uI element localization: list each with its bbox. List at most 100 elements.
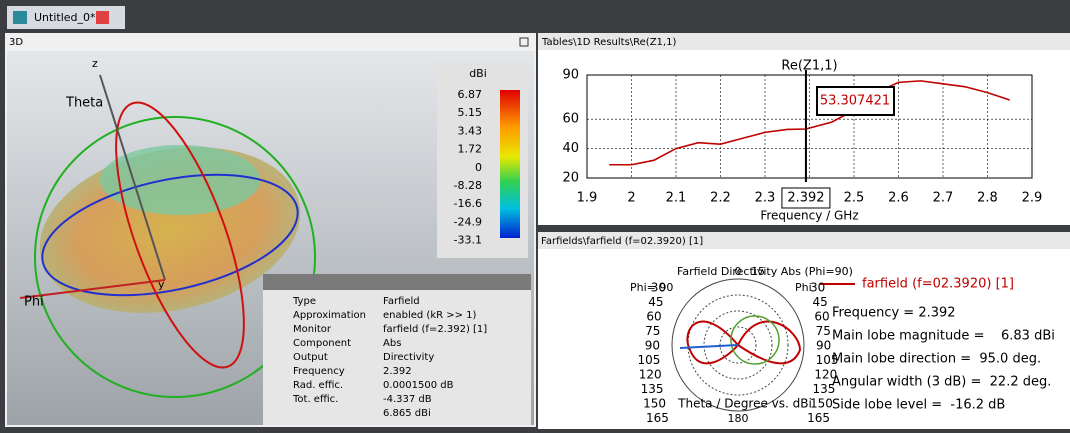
angle-label: 30 (810, 281, 825, 295)
plot-title: Farfield Directivity Abs (Phi=90) (677, 265, 853, 278)
panel-header (538, 232, 1070, 249)
stat-line: Side lobe level = -16.2 dB (832, 398, 1005, 413)
info-value: 2.392 (383, 366, 412, 377)
info-value: Abs (383, 338, 401, 349)
info-key: Component (293, 338, 351, 349)
angle-label: 30 (651, 281, 666, 295)
panel-header (538, 33, 1070, 50)
angle-label: 165 (807, 411, 830, 425)
x-tick-label: 1.9 (577, 191, 598, 206)
info-key: Output (293, 352, 328, 363)
angle-label: 75 (645, 324, 660, 338)
stat-line: Main lobe direction = 95.0 deg. (832, 352, 1041, 367)
x-tick-label: 2 (627, 191, 635, 206)
x-tick-label: 2.2 (710, 191, 731, 206)
colorbar (500, 90, 520, 238)
x-tick-label: 2.7 (933, 191, 954, 206)
axis-label: y (158, 278, 165, 291)
angle-label: 60 (814, 310, 829, 324)
marker-box (816, 86, 895, 116)
colorbar-unit: dBi (469, 67, 487, 80)
axis-label: Phi (24, 295, 44, 310)
plot-frame (586, 74, 1033, 179)
colorbar-label: 0 (475, 161, 482, 174)
angle-label: 135 (641, 382, 664, 396)
legend-text: farfield (f=02.3920) [1] (862, 277, 1014, 292)
angle-label: 45 (812, 295, 827, 309)
circle-phi (34, 116, 316, 398)
maximize[interactable] (519, 37, 529, 47)
phi-label: Phi (795, 281, 812, 294)
tab[interactable] (7, 6, 125, 29)
info-key: Rad. effic. (293, 380, 343, 391)
colorbar-label: -16.6 (454, 197, 482, 210)
panel-title: Tables\1D Results\Re(Z1,1) (541, 37, 676, 48)
info-key: Tot. effic. (292, 394, 338, 405)
marker-x-box (781, 187, 831, 209)
main-lobe (679, 344, 739, 349)
colorbar-label: 5.15 (458, 106, 483, 119)
y-tick-label: 60 (562, 112, 579, 127)
tab-title[interactable]: Untitled_0* (34, 11, 96, 24)
angle-label: 120 (814, 368, 837, 382)
pattern-3d (100, 145, 260, 215)
angle-label: 105 (816, 353, 839, 367)
x-tick-label: 2.1 (666, 191, 687, 206)
y-tick-label: 20 (562, 171, 579, 186)
colorbar-label: 3.43 (458, 124, 483, 137)
marker-x-label: 2.392 (787, 191, 824, 206)
info-key: Type (292, 296, 316, 307)
circle-theta (41, 173, 299, 297)
info-box (263, 274, 531, 425)
axis-phi (19, 279, 166, 299)
angle-label: 90 (645, 339, 660, 353)
panel-farfield (538, 232, 1070, 429)
angle-label: 90 (816, 339, 831, 353)
axis-z (99, 74, 166, 281)
phi-label: Phi= 90 (630, 281, 673, 294)
angle-label: 0 (735, 265, 742, 278)
info-value: Farfield (383, 296, 420, 307)
colorbar-label: 6.87 (458, 88, 483, 101)
x-tick-label: 2.8 (977, 191, 998, 206)
x-label: Theta / Degree vs. dBi (677, 397, 812, 411)
stat-line: Main lobe magnitude = 6.83 dBi (832, 329, 1055, 344)
angle-label: 135 (812, 382, 835, 396)
info-key: Frequency (293, 366, 345, 377)
info-header (263, 274, 531, 290)
info-value: 0.0001500 dB (383, 380, 454, 391)
axis-label: z (92, 57, 98, 70)
y-tick-label: 40 (562, 141, 579, 156)
x-tick-label: 2.6 (888, 191, 909, 206)
colorbar-label: 1.72 (458, 143, 483, 156)
tab-icon (13, 11, 27, 24)
info-value: 6.865 dBi (383, 408, 431, 419)
polar-curve (730, 315, 780, 365)
x-tick-label: 2.9 (1022, 191, 1043, 206)
marker-value: 53.307421 (820, 94, 890, 109)
angle-label: 75 (816, 324, 831, 338)
info-key: Approximation (293, 310, 366, 321)
info-value: farfield (f=2.392) [1] (383, 324, 487, 335)
stat-line: Angular width (3 dB) = 22.2 deg. (832, 375, 1051, 390)
angle-label: 150 (810, 397, 833, 411)
tab-close[interactable] (96, 11, 109, 24)
colorbar-label: -24.9 (454, 215, 482, 228)
angle-label: 150 (643, 397, 666, 411)
y-tick-label: 90 (562, 68, 579, 83)
x-tick-label: 2.5 (844, 191, 865, 206)
angle-label: 105 (638, 353, 661, 367)
info-value: -4.337 dB (383, 394, 432, 405)
circle-cut (115, 101, 245, 369)
axis-label: Theta (65, 96, 103, 111)
info-key: Monitor (293, 324, 332, 335)
angle-label: 120 (639, 368, 662, 382)
info-value: enabled (kR >> 1) (383, 310, 477, 321)
x-tick-label: 2.3 (755, 191, 776, 206)
panel-title: Farfields\farfield (f=02.3920) [1] (541, 236, 703, 247)
colorbar-label: -33.1 (454, 234, 482, 247)
x-label: Frequency / GHz (760, 209, 858, 223)
panel-title: 3D (9, 37, 23, 48)
stat-line: Frequency = 2.392 (832, 306, 956, 321)
